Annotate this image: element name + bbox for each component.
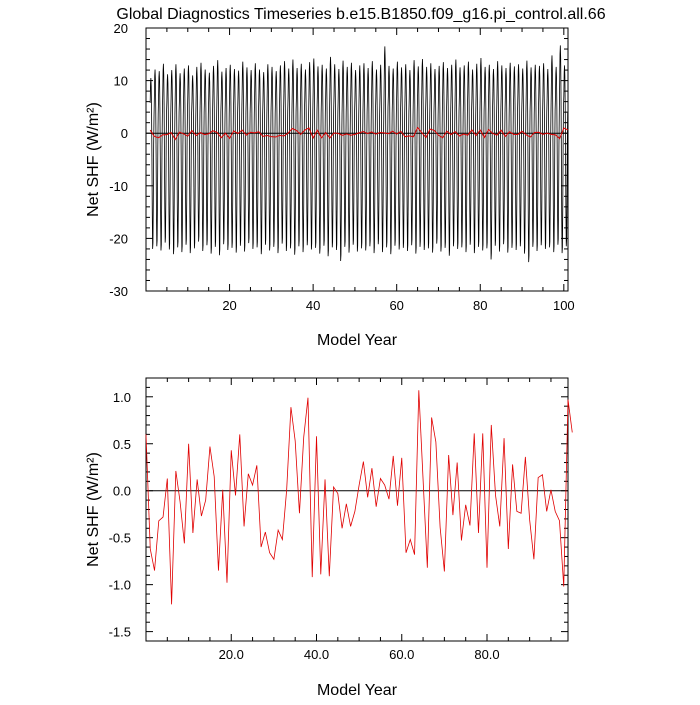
x-tick-label: 60.0	[389, 647, 414, 662]
x-tick-label: 40.0	[304, 647, 329, 662]
y-tick-label: -1.0	[109, 578, 131, 593]
x-tick-label: 60	[389, 298, 403, 313]
x-tick-label: 80	[473, 298, 487, 313]
plot-frame	[145, 27, 569, 292]
y-tick-label: 10	[114, 74, 128, 89]
annual-mean-line	[145, 390, 573, 605]
y-tick-label: -20	[109, 231, 128, 246]
y-tick-label: 1.0	[113, 390, 131, 405]
plot-frame	[145, 377, 569, 642]
y-tick-label: 20	[114, 21, 128, 36]
y-tick-label: -0.5	[109, 531, 131, 546]
y-tick-label: 0	[121, 126, 128, 141]
y-axis-label: Net SHF (W/m²)	[85, 452, 102, 567]
y-tick-label: 0.5	[113, 437, 131, 452]
y-tick-label: -1.5	[109, 625, 131, 640]
x-tick-label: 80.0	[474, 647, 499, 662]
x-tick-label: 20.0	[219, 647, 244, 662]
bottom-panel: 20.0 40.0 60.0 80.0 1.0 0.5 0.0 -0.5 -1.0 -1.5 Mod…	[85, 377, 573, 699]
y-tick-label: -10	[109, 179, 128, 194]
x-tick-label: 40	[306, 298, 320, 313]
annual-mean-line	[149, 126, 569, 141]
x-axis-label: Model Year	[317, 682, 398, 699]
chart-title: Global Diagnostics Timeseries b.e15.B185…	[116, 6, 605, 23]
monthly-series-line	[149, 45, 569, 263]
y-tick-label: 0.0	[113, 484, 131, 499]
x-axis-label: Model Year	[317, 332, 398, 349]
x-tick-label: 20	[222, 298, 236, 313]
x-tick-label: 100	[553, 298, 575, 313]
y-tick-label: -30	[109, 284, 128, 299]
y-axis-label: Net SHF (W/m²)	[85, 102, 102, 217]
